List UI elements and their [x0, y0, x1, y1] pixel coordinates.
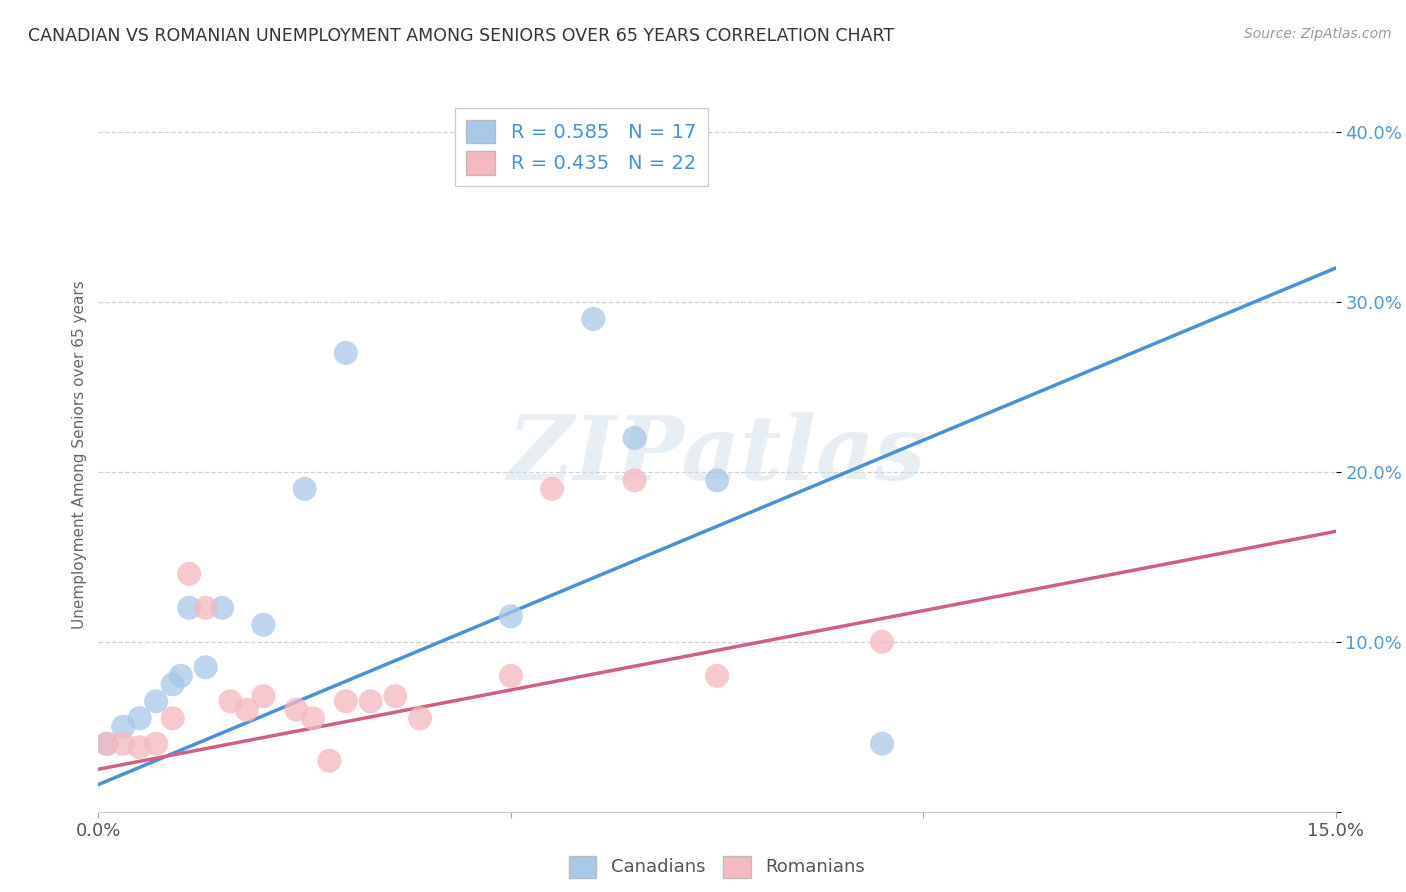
Point [145, 694, 167, 708]
Point [128, 740, 150, 755]
Point [96, 737, 118, 751]
Point [706, 474, 728, 488]
Point [360, 694, 382, 708]
Point [302, 711, 325, 725]
Point [294, 482, 316, 496]
Legend: Canadians, Romanians: Canadians, Romanians [562, 848, 872, 885]
Point [211, 600, 233, 615]
Point [706, 669, 728, 683]
Point [335, 346, 357, 360]
Point [128, 711, 150, 725]
Point [194, 600, 217, 615]
Point [499, 669, 522, 683]
Point [179, 600, 201, 615]
Point [582, 312, 605, 326]
Point [285, 703, 308, 717]
Point [194, 660, 217, 674]
Point [623, 431, 645, 445]
Point [112, 737, 135, 751]
Text: CANADIAN VS ROMANIAN UNEMPLOYMENT AMONG SENIORS OVER 65 YEARS CORRELATION CHART: CANADIAN VS ROMANIAN UNEMPLOYMENT AMONG … [28, 27, 894, 45]
Point [219, 694, 242, 708]
Point [318, 754, 340, 768]
Point [96, 737, 118, 751]
Y-axis label: Unemployment Among Seniors over 65 years: Unemployment Among Seniors over 65 years [72, 281, 87, 629]
Point [162, 677, 184, 691]
Point [499, 609, 522, 624]
Point [335, 694, 357, 708]
Point [623, 474, 645, 488]
Point [541, 482, 564, 496]
Point [870, 635, 893, 649]
Point [179, 566, 201, 581]
Point [145, 737, 167, 751]
Point [236, 703, 259, 717]
Point [252, 689, 274, 703]
Text: Source: ZipAtlas.com: Source: ZipAtlas.com [1244, 27, 1392, 41]
Point [384, 689, 406, 703]
Point [870, 737, 893, 751]
Point [409, 711, 432, 725]
Point [162, 711, 184, 725]
Point [252, 617, 274, 632]
Point [112, 720, 135, 734]
Text: ZIPatlas: ZIPatlas [509, 412, 925, 498]
Point [170, 669, 193, 683]
